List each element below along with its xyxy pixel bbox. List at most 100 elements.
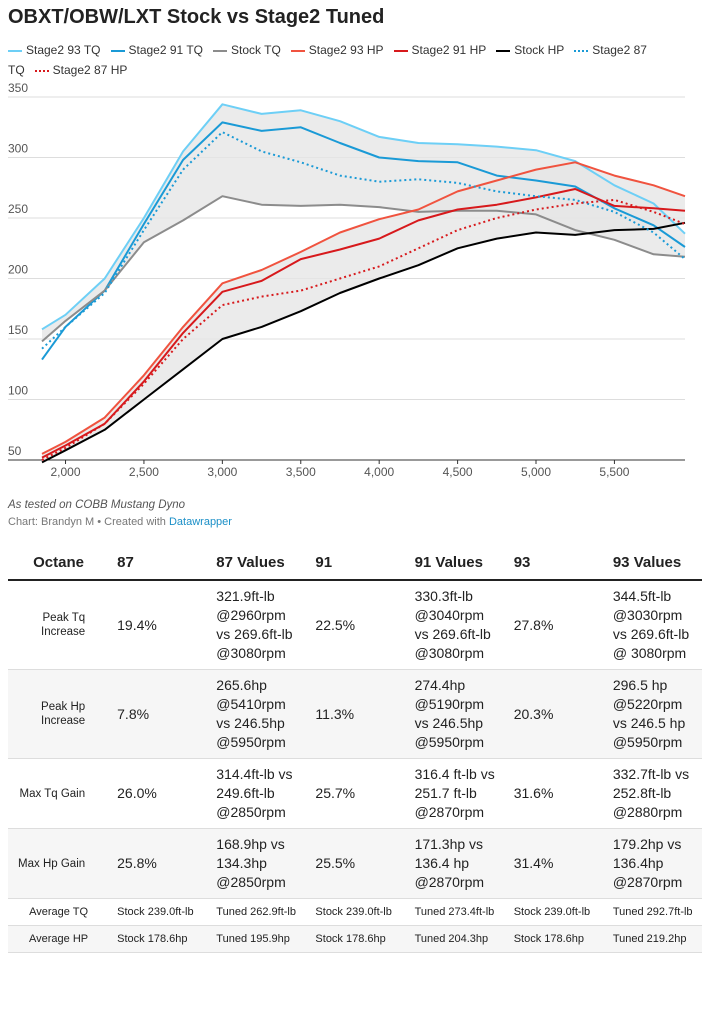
legend-item: Stage2 91 HP [393,43,486,57]
table-cell: 344.5ft-lb @3030rpm vs 269.6ft-lb @ 3080… [602,580,702,670]
x-tick-label: 4,000 [364,465,394,479]
legend-swatch [290,49,305,52]
table-row: Peak Hp Increase 7.8% 265.6hp @5410rpm vs … [8,669,702,759]
table-cell: Stock 239.0ft-lb [305,898,405,926]
x-tick-label: 2,500 [129,465,159,479]
table-cell: Tuned 292.7ft-lb [602,898,702,926]
table-cell: Peak Tq Increase [8,580,108,670]
y-tick-label: 350 [8,81,28,95]
column-header: 93 Values [602,546,702,581]
table-cell: 11.3% [305,669,405,759]
table-cell: 27.8% [503,580,603,670]
table-cell: 25.8% [107,828,207,899]
table-cell: 330.3ft-lb @3040rpm vs 269.6ft-lb @3080r… [404,580,504,670]
column-header: 87 Values [206,546,306,581]
legend-item: Stage2 87 HP [34,63,127,77]
column-header: 91 Values [404,546,504,581]
table-cell: Peak Hp Increase [8,669,108,759]
column-header: 93 [503,546,603,581]
table-cell: Tuned 219.2hp [602,925,702,953]
x-tick-label: 4,500 [443,465,473,479]
table-cell: Stock 178.6hp [503,925,603,953]
table-cell: 25.7% [305,758,405,829]
table-cell: 31.6% [503,758,603,829]
x-tick-label: 5,000 [521,465,551,479]
legend-swatch [110,49,125,52]
table-cell: Tuned 273.4ft-lb [404,898,504,926]
legend-label: Stock HP [514,43,565,57]
legend-label: Stage2 93 HP [308,43,384,57]
legend-swatch [8,49,22,52]
table-cell: Stock 239.0ft-lb [503,898,603,926]
table-cell: 332.7ft-lb vs 252.8ft-lb @2880rpm [602,758,702,829]
series-line [41,131,686,350]
range-band [42,104,685,342]
y-tick-label: 300 [8,142,28,156]
table: Octane 87 87 Values 91 91 Values 93 93 Values P… [8,546,702,953]
legend-label: Stage2 87 TQ [8,43,647,77]
y-tick-label: 250 [8,202,28,216]
legend-item: Stock HP [496,43,564,57]
chart: 50 100 150 200 250 300 350 2,000 2,500 3,000 3,500… [8,81,686,479]
table-cell: Tuned 262.9ft-lb [206,898,306,926]
table-cell: Tuned 195.9hp [206,925,306,953]
table-row: Average TQ Stock 239.0ft-lb Tuned 262.9ft-… [8,898,702,926]
y-tick-label: 50 [8,444,22,458]
legend-swatch [496,49,511,52]
table-cell: Stock 178.6hp [305,925,405,953]
note: As tested on COBB Mustang Dyno [8,499,186,511]
table-cell: Tuned 204.3hp [404,925,504,953]
column-header: 91 [305,546,405,581]
series-line [41,188,686,459]
y-tick-label: 100 [8,384,28,398]
series-line [41,198,686,461]
series-line [41,121,686,361]
legend-item: Stage2 87 TQ [8,43,647,77]
table-cell: 22.5% [305,580,405,670]
chart-title: OBXT/OBW/LXT Stock vs Stage2 Tuned [8,6,385,28]
table-cell: 20.3% [503,669,603,759]
table-body: Peak Tq Increase 19.4% 321.9ft-lb @2960rpm… [8,580,702,953]
legend-label: Stage2 93 TQ [26,43,101,57]
table-cell: 296.5 hp @5220rpm vs 246.5 hp @5950rpm [602,669,702,759]
byline-text: Chart: Brandyn M • Created with [8,516,166,528]
table-cell: Average HP [8,925,108,953]
legend-swatch [213,49,227,52]
table-cell: 31.4% [503,828,603,899]
table-cell: 168.9hp vs 134.3hp @2850rpm [206,828,306,899]
legend-item: Stage2 91 TQ [110,43,204,57]
table-cell: Stock 239.0ft-lb [107,898,207,926]
legend-item: Stage2 93 HP [290,43,384,57]
legend-swatch [393,49,408,52]
table-cell: Stock 178.6hp [107,925,207,953]
y-tick-label: 200 [8,263,28,277]
x-tick-label: 3,000 [207,465,237,479]
table-cell: 179.2hp vs 136.4hp @2870rpm [602,828,702,899]
table-cell: 321.9ft-lb @2960rpm vs 269.6ft-lb @3080r… [206,580,306,670]
x-tick-label: 2,000 [51,465,81,479]
table-cell: 316.4 ft-lb vs 251.7 ft-lb @2870rpm [404,758,504,829]
table-row: Peak Tq Increase 19.4% 321.9ft-lb @2960rpm… [8,580,702,670]
range-band [42,162,685,463]
legend-label: Stage2 91 TQ [128,43,204,57]
table-row: Max Tq Gain 26.0% 314.4ft-lb vs 249.6ft-lb… [8,758,702,829]
table-cell: Max Tq Gain [8,758,108,829]
table-cell: 171.3hp vs 136.4 hp @2870rpm [404,828,504,899]
table-cell: Max Hp Gain [8,828,108,899]
table-row: Max Hp Gain 25.8% 168.9hp vs 134.3hp @2850… [8,828,702,899]
table-cell: 26.0% [107,758,207,829]
table-cell: 314.4ft-lb vs 249.6ft-lb @2850rpm [206,758,306,829]
table-cell: 19.4% [107,580,207,670]
source-link[interactable]: Datawrapper [168,516,232,528]
byline: Chart: Brandyn M • Created with Datawrap… [8,516,232,528]
legend-item: Stock TQ [213,43,281,57]
legend-swatch [574,49,589,52]
series-line [41,195,686,343]
series-line [41,161,686,455]
column-header: 87 [107,546,207,581]
table-cell: 25.5% [305,828,405,899]
table-cell: 7.8% [107,669,207,759]
legend-label: Stock TQ [231,43,281,57]
table-row: Average HP Stock 178.6hp Tuned 195.9hp Stoc… [8,925,702,953]
